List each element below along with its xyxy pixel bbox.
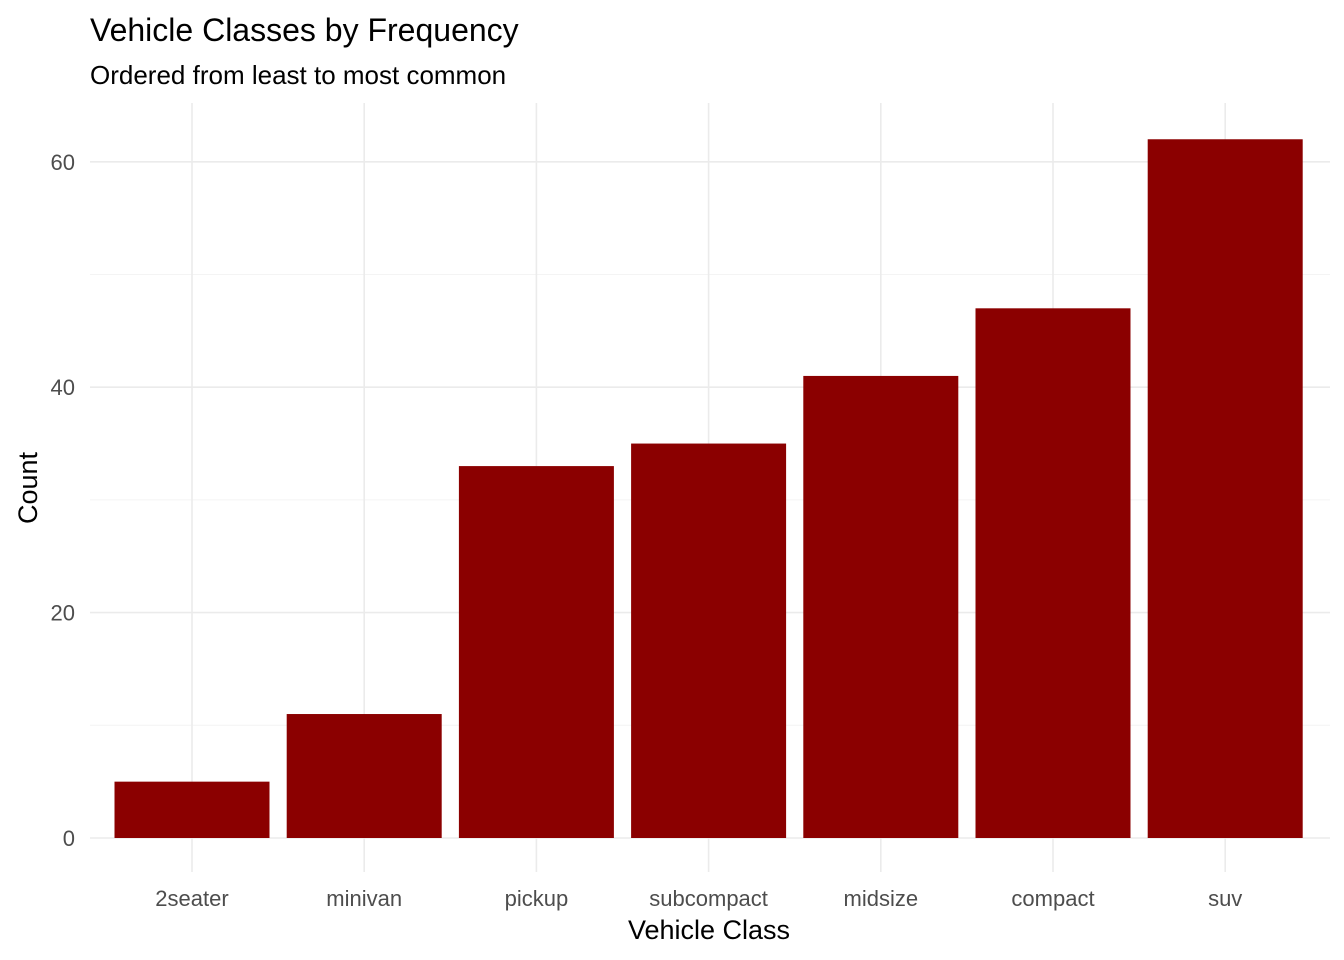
x-tick-label: minivan [326,886,402,911]
y-axis-title: Count [13,451,43,524]
chart-subtitle: Ordered from least to most common [90,60,506,90]
y-tick-label: 20 [51,601,75,626]
y-tick-label: 60 [51,150,75,175]
x-axis-title: Vehicle Class [628,915,790,945]
chart-title: Vehicle Classes by Frequency [90,12,519,48]
y-tick-label: 0 [63,826,75,851]
bar-2seater [114,781,270,838]
y-axis-ticks: 0 20 40 60 [51,150,75,851]
x-tick-label: midsize [844,886,919,911]
x-tick-label: pickup [505,886,569,911]
bar-subcompact [631,443,787,838]
bar-suv [1147,139,1303,838]
x-tick-label: suv [1208,886,1242,911]
bar-pickup [458,466,614,838]
x-tick-label: compact [1011,886,1094,911]
x-tick-label: subcompact [649,886,768,911]
bar-compact [975,308,1131,838]
x-axis-ticks: 2seater minivan pickup subcompact midsize com… [155,886,1242,911]
bar-minivan [286,714,442,838]
y-tick-label: 40 [51,375,75,400]
bar-midsize [803,375,959,838]
bars [114,139,1303,838]
x-tick-label: 2seater [155,886,228,911]
